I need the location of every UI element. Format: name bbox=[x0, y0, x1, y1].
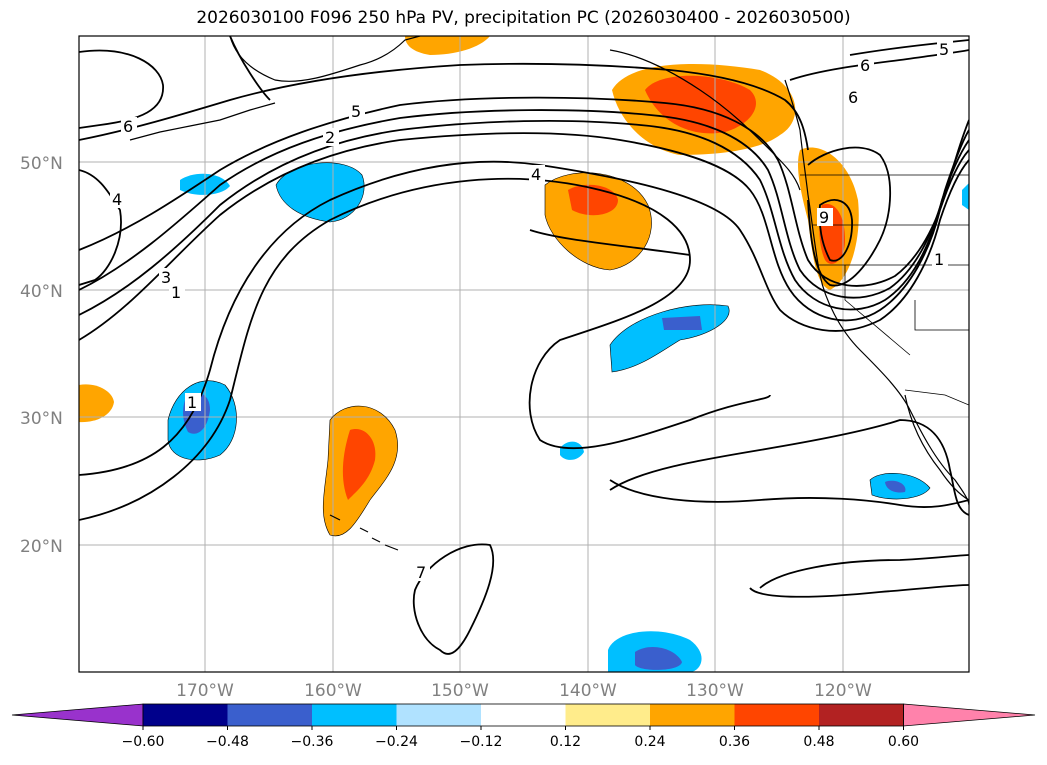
colorbar-tick-label: −0.24 bbox=[375, 734, 418, 750]
colorbar: −0.60 −0.48 −0.36 −0.24 −0.12 0.12 0.24 0.36 0.4… bbox=[11, 703, 1036, 750]
map-frame bbox=[78, 35, 970, 673]
pv-contour-20 bbox=[749, 584, 969, 598]
political-borders bbox=[800, 174, 969, 406]
colorbar-segment bbox=[650, 704, 735, 726]
pv-contour-11 bbox=[412, 543, 495, 655]
pv-contour-15 bbox=[818, 199, 853, 262]
precip-core-hawaii-north bbox=[342, 429, 376, 500]
colorbar-segment bbox=[396, 704, 481, 726]
coastline-baja bbox=[904, 394, 969, 501]
colorbar-segment bbox=[312, 704, 397, 726]
border-us-mexico bbox=[904, 389, 969, 406]
colorbar-tick-label: 0.24 bbox=[634, 734, 665, 750]
pv-contours bbox=[79, 36, 969, 655]
contour-label: 2 bbox=[325, 128, 335, 147]
contour-label: 6 bbox=[860, 56, 870, 75]
colorbar-segment bbox=[565, 704, 650, 726]
colorbar-outline bbox=[142, 703, 904, 727]
longitude-labels: 170°W 160°W 150°W 140°W 130°W 120°W bbox=[176, 681, 872, 701]
contour-label: 1 bbox=[934, 250, 944, 269]
lon-label: 120°W bbox=[814, 681, 872, 701]
pv-contour-14 bbox=[807, 146, 892, 287]
coastline-alaska bbox=[229, 36, 421, 82]
precip-outlines bbox=[167, 162, 931, 537]
contour-label: 3 bbox=[161, 268, 171, 287]
contour-label: 6 bbox=[123, 117, 133, 136]
colorbar-tick-label: 0.12 bbox=[550, 734, 581, 750]
colorbar-segment bbox=[481, 704, 566, 726]
precip-neg-area-north-pacific bbox=[276, 162, 365, 222]
pv-contour-5 bbox=[79, 109, 969, 299]
pv-contour-4 bbox=[79, 119, 969, 316]
colorbar-segment bbox=[819, 704, 904, 726]
coastline-hawaii bbox=[329, 514, 399, 551]
contour-label: 4 bbox=[531, 165, 541, 184]
colorbar-tick-label: 0.48 bbox=[803, 734, 834, 750]
colorbar-tick-label: −0.36 bbox=[291, 734, 334, 750]
pv-contour-7 bbox=[79, 62, 809, 151]
colorbar-tick-label: −0.60 bbox=[122, 734, 165, 750]
lon-label: 140°W bbox=[559, 681, 617, 701]
colorbar-tick-label: 0.36 bbox=[719, 734, 750, 750]
precip-neg-core-east-central bbox=[662, 316, 702, 330]
contour-label: 1 bbox=[187, 393, 197, 412]
pv-contour-13 bbox=[759, 554, 969, 589]
contour-label: 4 bbox=[112, 190, 122, 209]
contour-label: 9 bbox=[819, 208, 829, 227]
pv-contour-9 bbox=[229, 36, 271, 101]
pv-contour-3 bbox=[79, 132, 969, 341]
precip-neg-area-east-edge bbox=[962, 183, 969, 210]
colorbar-segment bbox=[143, 704, 228, 726]
map-panel bbox=[79, 36, 969, 672]
precip-neg-core-south bbox=[635, 647, 682, 670]
precip-area-far-west bbox=[79, 384, 114, 423]
lat-label: 20°N bbox=[20, 537, 63, 557]
coastline-aleutians bbox=[129, 102, 276, 141]
contour-label: 6 bbox=[848, 88, 858, 107]
pv-contour-16 bbox=[789, 49, 969, 81]
pv-contour-10 bbox=[79, 169, 122, 286]
lat-label: 50°N bbox=[20, 154, 63, 174]
contour-label: 7 bbox=[416, 563, 426, 582]
lon-label: 160°W bbox=[304, 681, 362, 701]
colorbar-extend-min bbox=[11, 703, 144, 727]
latitude-labels: 50°N 40°N 30°N 20°N bbox=[20, 154, 63, 557]
lon-label: 130°W bbox=[686, 681, 744, 701]
pv-contour-6 bbox=[79, 96, 969, 287]
colorbar-segment bbox=[734, 704, 819, 726]
pv-contour-12 bbox=[609, 419, 969, 516]
colorbar-tick-label: −0.12 bbox=[460, 734, 503, 750]
colorbar-tick-label: 0.60 bbox=[888, 734, 919, 750]
precip-core-mid-pacific bbox=[568, 184, 618, 216]
border-az bbox=[914, 300, 969, 331]
lat-label: 30°N bbox=[20, 409, 63, 429]
precip-negative-areas bbox=[168, 162, 969, 672]
border-nv bbox=[844, 265, 911, 356]
lon-label: 150°W bbox=[431, 681, 489, 701]
pv-contour-1 bbox=[79, 177, 771, 521]
contour-label: 5 bbox=[351, 102, 361, 121]
lat-label: 40°N bbox=[20, 282, 63, 302]
coastline-alaska-panhandle bbox=[609, 49, 801, 191]
lon-label: 170°W bbox=[176, 681, 234, 701]
precip-neg-core-baja bbox=[885, 480, 906, 493]
colorbar-extend-max bbox=[903, 703, 1036, 727]
contour-label: 1 bbox=[171, 283, 181, 302]
pv-contour-18 bbox=[529, 229, 691, 256]
contour-labels: 6 6 5 2 4 3 1 1 7 4 5 6 9 1 bbox=[110, 40, 953, 582]
pv-contour-19 bbox=[609, 479, 969, 508]
pv-contour-2 bbox=[79, 159, 969, 476]
contour-label: 5 bbox=[939, 40, 949, 59]
colorbar-tick-label: −0.48 bbox=[206, 734, 249, 750]
precip-neg-area-small bbox=[560, 441, 584, 460]
map-title: 2026030100 F096 250 hPa PV, precipitatio… bbox=[196, 8, 851, 28]
colorbar-segment bbox=[227, 704, 312, 726]
precip-area-top bbox=[405, 36, 490, 55]
